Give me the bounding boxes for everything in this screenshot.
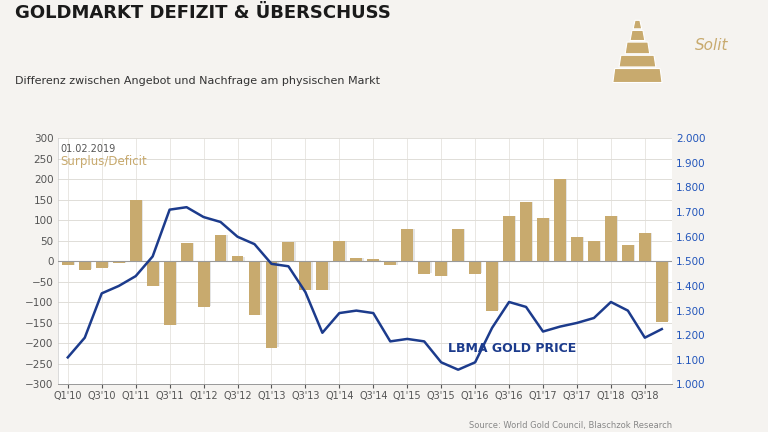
Bar xyxy=(300,261,311,290)
Bar xyxy=(471,261,482,273)
Bar xyxy=(605,216,617,261)
Bar xyxy=(402,229,415,261)
Polygon shape xyxy=(613,69,662,83)
Bar xyxy=(436,261,449,276)
Bar xyxy=(588,241,600,261)
Bar xyxy=(335,241,346,261)
Bar xyxy=(79,261,91,270)
Bar xyxy=(622,245,634,261)
Bar xyxy=(197,261,210,307)
Bar xyxy=(130,200,141,261)
Bar xyxy=(554,179,566,261)
Polygon shape xyxy=(633,20,642,29)
Bar xyxy=(624,245,635,261)
Bar xyxy=(301,261,313,290)
Bar xyxy=(419,261,432,273)
Bar xyxy=(350,258,362,261)
Bar xyxy=(180,243,193,261)
Bar xyxy=(96,261,108,267)
Bar xyxy=(521,202,533,261)
Bar xyxy=(266,261,277,347)
Polygon shape xyxy=(619,55,656,67)
Bar xyxy=(333,241,346,261)
Bar xyxy=(555,179,568,261)
Bar xyxy=(62,261,74,265)
Bar xyxy=(589,241,601,261)
Text: 01.02.2019: 01.02.2019 xyxy=(61,144,116,154)
Bar xyxy=(641,233,652,261)
Bar xyxy=(369,260,381,261)
Bar xyxy=(486,261,498,311)
Bar xyxy=(520,202,532,261)
Text: GOLDMARKT DEFIZIT & ÜBERSCHUSS: GOLDMARKT DEFIZIT & ÜBERSCHUSS xyxy=(15,4,391,22)
Text: Source: World Gold Council, Blaschzok Research: Source: World Gold Council, Blaschzok Re… xyxy=(469,421,672,430)
Bar xyxy=(284,242,296,261)
Polygon shape xyxy=(630,30,645,41)
Bar xyxy=(419,261,430,274)
Text: Solit: Solit xyxy=(695,38,729,53)
Bar xyxy=(164,261,176,325)
Bar xyxy=(318,261,329,290)
Bar xyxy=(199,261,211,306)
Bar xyxy=(469,261,481,274)
Bar xyxy=(147,261,158,286)
Bar xyxy=(182,243,194,261)
Bar xyxy=(63,261,75,265)
Bar xyxy=(250,261,262,314)
Bar xyxy=(538,219,551,261)
Bar xyxy=(657,261,669,321)
Bar xyxy=(503,216,515,261)
Bar xyxy=(214,235,227,261)
Text: LBMA GOLD PRICE: LBMA GOLD PRICE xyxy=(448,342,576,355)
Bar xyxy=(606,216,618,261)
Bar xyxy=(402,229,413,261)
Bar xyxy=(386,261,398,265)
Bar xyxy=(232,257,243,261)
Bar xyxy=(572,237,584,261)
Bar xyxy=(165,261,177,325)
Bar xyxy=(656,261,667,322)
Bar xyxy=(452,229,464,261)
Bar xyxy=(367,259,379,261)
Bar xyxy=(454,229,465,261)
Bar xyxy=(571,237,583,261)
Bar xyxy=(80,261,92,270)
Bar xyxy=(233,257,245,261)
Bar xyxy=(488,261,499,311)
Bar xyxy=(113,261,124,264)
Bar xyxy=(283,241,294,261)
Bar xyxy=(131,200,143,261)
Bar xyxy=(505,216,516,261)
Bar xyxy=(148,261,160,286)
Bar xyxy=(316,261,328,290)
Bar xyxy=(97,261,109,267)
Bar xyxy=(266,261,279,347)
Bar xyxy=(435,261,447,276)
Bar xyxy=(249,261,260,314)
Bar xyxy=(384,261,396,265)
Bar xyxy=(216,235,228,261)
Bar xyxy=(537,218,549,261)
Bar xyxy=(352,258,363,261)
Bar xyxy=(114,261,126,263)
Text: Differenz zwischen Angebot und Nachfrage am physischen Markt: Differenz zwischen Angebot und Nachfrage… xyxy=(15,76,380,86)
Text: Surplus/Deficit: Surplus/Deficit xyxy=(61,156,147,168)
Polygon shape xyxy=(625,42,650,54)
Bar xyxy=(639,232,650,261)
